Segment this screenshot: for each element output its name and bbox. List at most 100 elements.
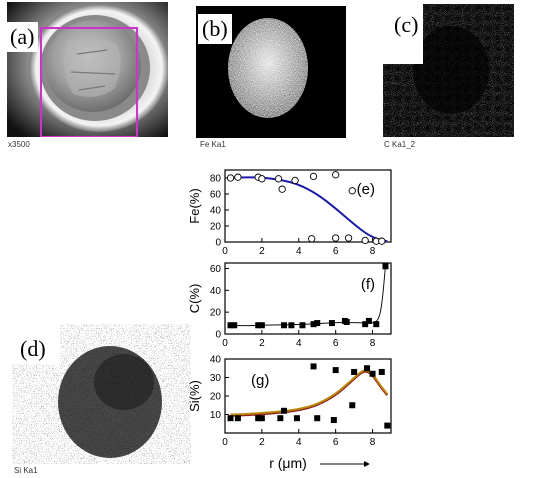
fe-data-point (332, 234, 340, 242)
c-y-tick-label: 20 (210, 308, 222, 319)
si-chart: 0 2 4 6 8 10 20 30 40 Si(%) (g) r (μm) (187, 355, 392, 471)
si-y-tick-label: 20 (210, 392, 222, 403)
si-map-image (12, 324, 191, 464)
si-x-tick-label: 6 (333, 437, 339, 448)
fe-y-axis-label: Fe(%) (187, 188, 202, 223)
fe-data-point (378, 237, 386, 245)
c-plot-frame (224, 262, 392, 335)
si-data-point (330, 417, 337, 424)
c-y-tick-label: 0 (215, 330, 221, 341)
fe-map-caption: Fe Ka1 (200, 140, 226, 149)
fe-data-point (234, 173, 242, 181)
c-x-tick-label: 6 (333, 338, 339, 349)
c-data-point (314, 320, 321, 327)
fe-y-tick-label: 40 (210, 206, 222, 217)
fe-data-point (361, 236, 369, 245)
fe-data-point (332, 171, 340, 179)
si-x-tick-label: 2 (259, 437, 265, 448)
c-x-tick-label: 8 (370, 338, 376, 349)
c-data-point (231, 322, 238, 329)
si-data-point (310, 363, 317, 370)
fe-y-tick-label: 60 (210, 190, 222, 201)
fe-x-tick-label: 2 (259, 246, 265, 257)
sem-image (7, 2, 169, 138)
c-data-point (382, 263, 389, 270)
si-data-point (281, 407, 288, 414)
panel-label-c: (c) (390, 10, 423, 40)
c-data-point (365, 317, 372, 324)
fe-data-point (291, 176, 299, 185)
c-data-point (328, 320, 335, 327)
si-map-caption: Si Ka1 (14, 466, 38, 475)
fe-data-point (344, 234, 353, 242)
c-y-axis-label: C(%) (187, 284, 202, 314)
panel-label-d: (d) (16, 334, 50, 364)
fe-map-graphic (196, 6, 346, 138)
fe-data-point (309, 172, 318, 181)
c-data-point (281, 322, 288, 329)
fe-plot-frame (224, 169, 392, 243)
si-data-point (384, 422, 391, 429)
si-y-tick-label: 40 (210, 355, 222, 366)
si-data-point (351, 368, 358, 375)
fe-x-tick-label: 8 (370, 246, 376, 257)
fe-data-point (274, 175, 283, 183)
c-x-tick-label: 4 (296, 338, 302, 349)
fe-x-tick-label: 0 (222, 246, 228, 257)
fe-data-point (278, 185, 286, 193)
c-chart: 0 2 4 6 8 0 20 40 60 C(%) (f) (187, 262, 392, 349)
c-panel-label: (f) (361, 276, 375, 293)
si-data-point (234, 415, 241, 422)
fe-data-point (258, 175, 266, 183)
si-y-tick-label: 10 (210, 410, 222, 421)
panel-label-b: (b) (198, 14, 232, 44)
fe-fit-curve (230, 176, 388, 243)
x-axis-arrow-head (364, 461, 370, 467)
fe-panel-label: (e) (357, 181, 375, 198)
panel-label-a: (a) (6, 22, 39, 52)
si-data-point (369, 370, 376, 377)
si-x-tick-label: 4 (296, 437, 302, 448)
fe-x-tick-label: 6 (333, 246, 339, 257)
fe-data-point (226, 174, 235, 182)
fe-map-image (196, 6, 346, 138)
si-data-point (314, 415, 321, 422)
c-y-tick-label: 40 (210, 286, 222, 297)
si-data-point (332, 367, 339, 374)
c-x-tick-label: 0 (222, 338, 228, 349)
sem-image-graphic (7, 2, 169, 138)
c-data-point (258, 322, 265, 329)
fe-y-tick-label: 0 (215, 238, 221, 249)
c-data-point (288, 322, 295, 329)
si-x-tick-label: 8 (370, 437, 376, 448)
si-data-point (349, 402, 356, 409)
c-data-point (255, 322, 262, 329)
c-map-graphic (383, 4, 514, 137)
fe-data-point (308, 235, 316, 243)
c-data-point (362, 321, 369, 328)
c-data-point (310, 321, 317, 328)
c-y-tick-label: 60 (210, 264, 222, 275)
si-data-point (255, 415, 262, 422)
si-data-point (277, 415, 284, 422)
c-data-point (343, 318, 350, 325)
fe-y-tick-label: 20 (210, 222, 222, 233)
si-data-point (258, 415, 265, 422)
si-y-tick-label: 30 (210, 373, 222, 384)
fe-data-point (348, 187, 356, 195)
si-data-point (227, 415, 234, 422)
c-map-caption: C Ka1_2 (384, 140, 416, 149)
si-panel-label: (g) (251, 372, 269, 389)
c-data-point (299, 322, 306, 329)
si-x-tick-label: 0 (222, 437, 228, 448)
si-data-point (378, 368, 385, 375)
c-data-point (227, 322, 234, 329)
magnification-caption: x3500 (8, 140, 30, 149)
si-data-point (293, 415, 300, 422)
fe-y-tick-label: 80 (210, 174, 222, 185)
si-x-axis-label: r (μm) (269, 455, 307, 471)
fe-x-tick-label: 4 (296, 246, 302, 257)
si-data-point (364, 365, 371, 372)
